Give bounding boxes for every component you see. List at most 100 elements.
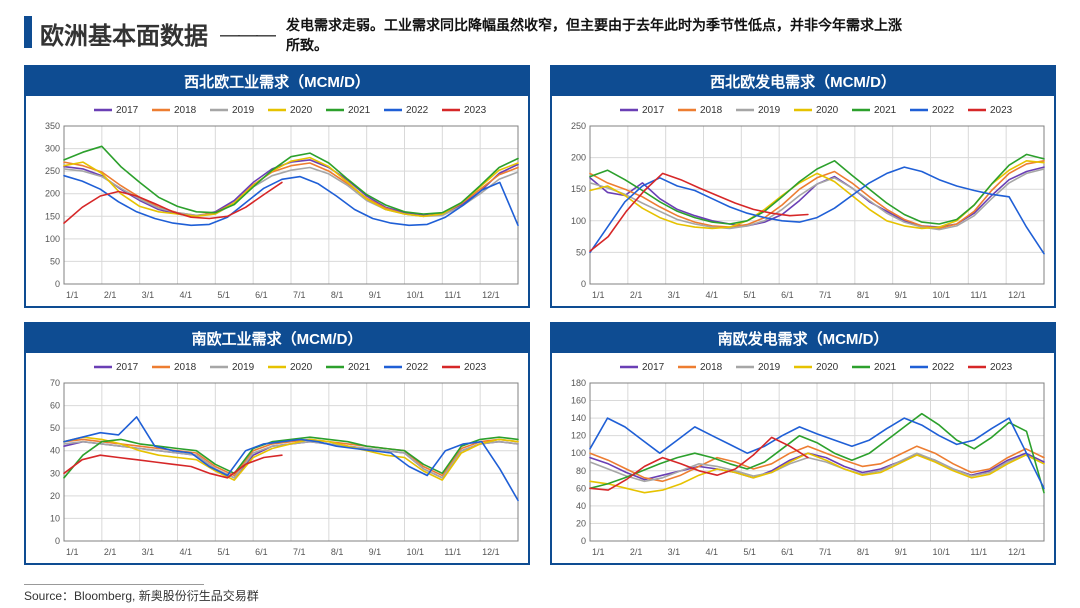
svg-text:2021: 2021 <box>348 105 371 116</box>
title-dash: ——— <box>220 24 274 47</box>
svg-text:20: 20 <box>576 519 586 529</box>
svg-text:4/1: 4/1 <box>706 547 719 557</box>
svg-text:8/1: 8/1 <box>857 547 870 557</box>
svg-text:12/1: 12/1 <box>1008 290 1026 300</box>
svg-text:8/1: 8/1 <box>857 290 870 300</box>
page-title: 欧洲基本面数据 <box>40 16 208 51</box>
svg-text:250: 250 <box>45 166 60 176</box>
svg-text:2018: 2018 <box>174 362 197 373</box>
svg-text:2020: 2020 <box>816 105 839 116</box>
svg-text:2022: 2022 <box>932 105 955 116</box>
svg-text:9/1: 9/1 <box>369 547 382 557</box>
svg-text:150: 150 <box>45 211 60 221</box>
svg-text:40: 40 <box>576 501 586 511</box>
svg-text:160: 160 <box>571 396 586 406</box>
svg-text:2023: 2023 <box>464 105 487 116</box>
svg-text:3/1: 3/1 <box>142 290 155 300</box>
chart-title: 西北欧发电需求（MCM/D） <box>552 67 1054 96</box>
chart-panel-s_ind: 南欧工业需求（MCM/D）0102030405060701/12/13/14/1… <box>24 322 530 565</box>
svg-text:2017: 2017 <box>116 362 139 373</box>
svg-text:8/1: 8/1 <box>331 290 344 300</box>
chart-grid: 西北欧工业需求（MCM/D）0501001502002503003501/12/… <box>24 65 1056 563</box>
svg-text:250: 250 <box>571 121 586 131</box>
chart-title: 南欧工业需求（MCM/D） <box>26 324 528 353</box>
svg-text:2/1: 2/1 <box>104 547 117 557</box>
svg-text:100: 100 <box>571 216 586 226</box>
svg-text:30: 30 <box>50 468 60 478</box>
svg-text:2018: 2018 <box>700 105 723 116</box>
svg-text:3/1: 3/1 <box>142 547 155 557</box>
svg-text:2017: 2017 <box>642 362 665 373</box>
svg-text:9/1: 9/1 <box>895 547 908 557</box>
svg-text:2019: 2019 <box>758 105 781 116</box>
svg-text:150: 150 <box>571 184 586 194</box>
chart-panel-nw_ind: 西北欧工业需求（MCM/D）0501001502002503003501/12/… <box>24 65 530 308</box>
svg-text:9/1: 9/1 <box>369 290 382 300</box>
svg-text:2022: 2022 <box>406 362 429 373</box>
svg-text:11/1: 11/1 <box>444 547 461 557</box>
svg-text:10/1: 10/1 <box>407 547 425 557</box>
svg-text:7/1: 7/1 <box>819 547 832 557</box>
svg-text:2023: 2023 <box>990 362 1013 373</box>
svg-text:180: 180 <box>571 378 586 388</box>
svg-text:5/1: 5/1 <box>217 290 230 300</box>
svg-text:2018: 2018 <box>700 362 723 373</box>
svg-text:11/1: 11/1 <box>970 547 987 557</box>
svg-text:1/1: 1/1 <box>66 290 79 300</box>
svg-text:12/1: 12/1 <box>482 547 500 557</box>
svg-text:2019: 2019 <box>232 362 255 373</box>
svg-text:0: 0 <box>55 279 60 289</box>
svg-text:2021: 2021 <box>874 105 897 116</box>
svg-text:6/1: 6/1 <box>255 547 268 557</box>
svg-text:12/1: 12/1 <box>482 290 500 300</box>
svg-text:200: 200 <box>571 153 586 163</box>
svg-text:0: 0 <box>581 279 586 289</box>
svg-text:10: 10 <box>50 514 60 524</box>
svg-text:12/1: 12/1 <box>1008 547 1026 557</box>
svg-text:11/1: 11/1 <box>444 290 461 300</box>
svg-text:7/1: 7/1 <box>293 290 306 300</box>
svg-text:2/1: 2/1 <box>104 290 117 300</box>
svg-text:2023: 2023 <box>990 105 1013 116</box>
svg-text:0: 0 <box>55 536 60 546</box>
line-chart: 0102030405060701/12/13/14/15/16/17/18/19… <box>26 353 526 563</box>
svg-text:5/1: 5/1 <box>743 547 756 557</box>
svg-text:300: 300 <box>45 144 60 154</box>
svg-text:4/1: 4/1 <box>180 547 193 557</box>
svg-text:6/1: 6/1 <box>255 290 268 300</box>
svg-text:2023: 2023 <box>464 362 487 373</box>
svg-text:4/1: 4/1 <box>706 290 719 300</box>
line-chart: 0204060801001201401601801/12/13/14/15/16… <box>552 353 1052 563</box>
svg-text:10/1: 10/1 <box>933 547 951 557</box>
svg-text:10/1: 10/1 <box>407 290 425 300</box>
svg-text:120: 120 <box>571 431 586 441</box>
chart-panel-s_pow: 南欧发电需求（MCM/D）0204060801001201401601801/1… <box>550 322 1056 565</box>
svg-text:50: 50 <box>50 423 60 433</box>
svg-text:100: 100 <box>45 234 60 244</box>
legend: 2017201820192020202120222023 <box>620 105 1013 116</box>
svg-text:5/1: 5/1 <box>743 290 756 300</box>
svg-text:40: 40 <box>50 446 60 456</box>
svg-text:50: 50 <box>50 257 60 267</box>
legend: 2017201820192020202120222023 <box>94 105 487 116</box>
svg-text:1/1: 1/1 <box>66 547 79 557</box>
svg-text:20: 20 <box>50 491 60 501</box>
svg-text:9/1: 9/1 <box>895 290 908 300</box>
svg-text:4/1: 4/1 <box>180 290 193 300</box>
svg-text:6/1: 6/1 <box>781 290 794 300</box>
svg-text:1/1: 1/1 <box>592 290 605 300</box>
svg-text:7/1: 7/1 <box>819 290 832 300</box>
svg-text:2017: 2017 <box>116 105 139 116</box>
chart-title: 南欧发电需求（MCM/D） <box>552 324 1054 353</box>
svg-text:5/1: 5/1 <box>217 547 230 557</box>
svg-text:3/1: 3/1 <box>668 547 681 557</box>
svg-text:10/1: 10/1 <box>933 290 951 300</box>
svg-text:7/1: 7/1 <box>293 547 306 557</box>
svg-text:140: 140 <box>571 413 586 423</box>
svg-text:2022: 2022 <box>932 362 955 373</box>
svg-text:8/1: 8/1 <box>331 547 344 557</box>
svg-text:2021: 2021 <box>874 362 897 373</box>
svg-text:100: 100 <box>571 448 586 458</box>
accent-bar <box>24 16 32 48</box>
chart-title: 西北欧工业需求（MCM/D） <box>26 67 528 96</box>
